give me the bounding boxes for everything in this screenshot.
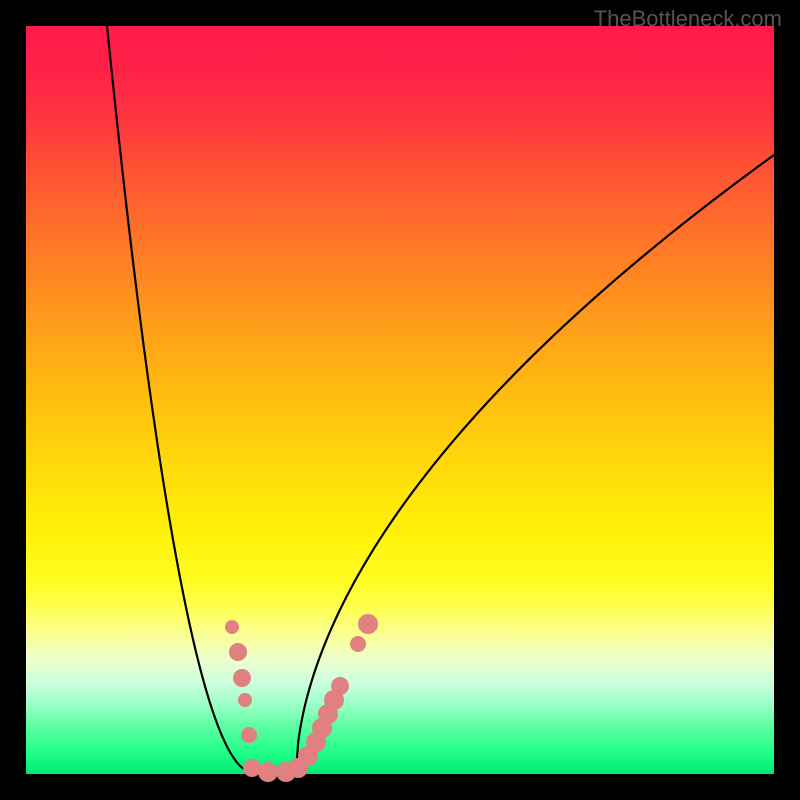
- marker-dot: [241, 727, 257, 743]
- chart-svg: [0, 0, 800, 800]
- marker-dot: [350, 636, 366, 652]
- marker-dot: [331, 677, 349, 695]
- marker-dot: [258, 762, 278, 782]
- marker-dot: [358, 614, 378, 634]
- marker-dot: [233, 669, 251, 687]
- chart-container: TheBottleneck.com: [0, 0, 800, 800]
- plot-background: [26, 26, 774, 774]
- marker-dot: [229, 643, 247, 661]
- marker-dot: [225, 620, 239, 634]
- marker-dot: [238, 693, 252, 707]
- watermark-text: TheBottleneck.com: [594, 6, 782, 32]
